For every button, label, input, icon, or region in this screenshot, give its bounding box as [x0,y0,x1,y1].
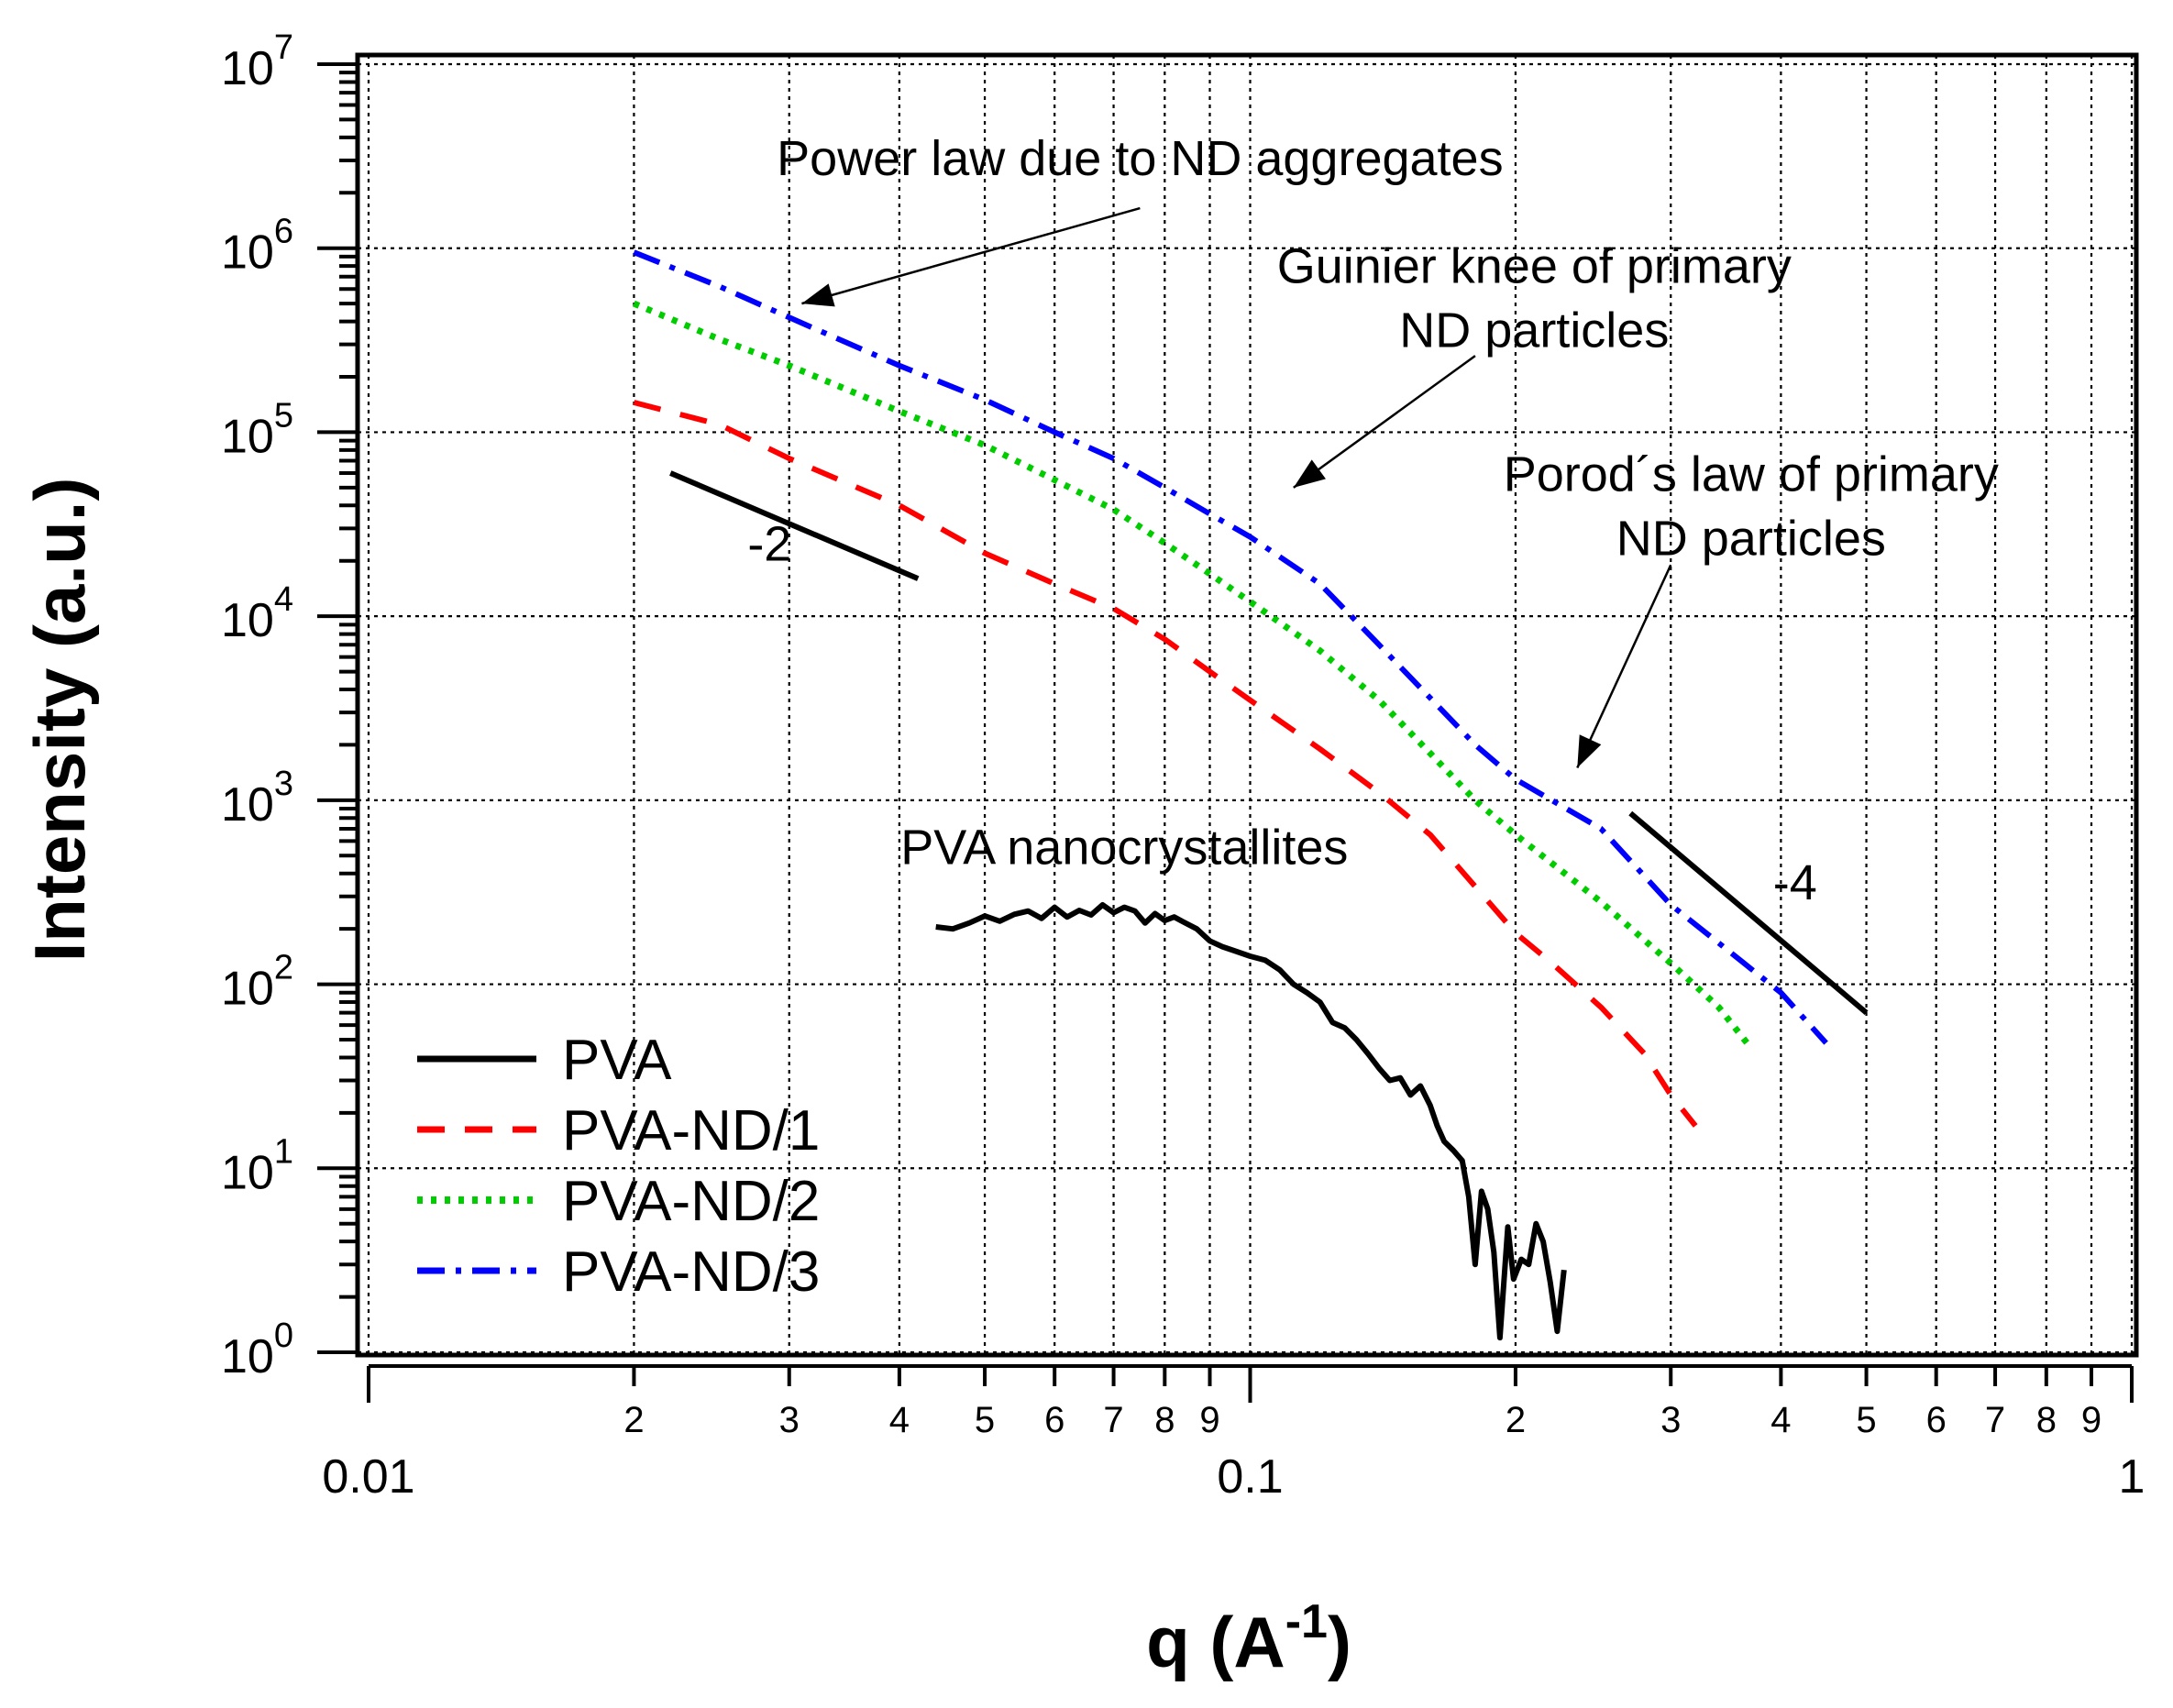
slope-line [669,470,920,581]
y-tick-label: 105 [221,396,293,463]
y-axis: 100 101 102 103 104 105 106 107 [221,28,358,1383]
y-tick-label: 102 [221,949,293,1016]
annotation-arrowhead [801,283,835,307]
x-minor-tick-label: 8 [1154,1400,1175,1440]
reference-slopes: -2 -4 [669,470,1869,1015]
grid [358,55,2136,1355]
x-axis-title: q (A-1) [1146,1595,1351,1682]
slope-label: -4 [1773,855,1817,910]
legend-label: PVA-ND/3 [562,1240,820,1304]
y-tick-label: 106 [221,213,293,280]
x-minor-tick-label: 9 [2081,1400,2101,1440]
y-tick-label: 100 [221,1317,293,1383]
y-tick-label: 101 [221,1132,293,1199]
x-minor-tick-label: 7 [1103,1400,1123,1440]
x-minor-tick-label: 8 [2036,1400,2057,1440]
x-minor-tick-label: 6 [1926,1400,1947,1440]
x-minor-tick-label: 5 [1856,1400,1876,1440]
series-line-pva-nd-2 [633,300,1754,1051]
annotation-text: ND particles [1399,303,1669,358]
annotation-arrow-line [801,206,1141,305]
x-minor-tick-label: 3 [779,1400,800,1440]
x-minor-tick-label: 2 [1506,1400,1526,1440]
annotation-text: Porod´s law of primary [1504,446,1999,501]
x-major-tick-label: 0.1 [1217,1450,1283,1504]
annotation-arrow-line [1576,564,1672,769]
annotation-arrowhead [1577,734,1602,768]
legend-label: PVA [562,1029,672,1092]
annotation-arrow-line [1293,355,1476,489]
x-axis: 0.01 0.1 12 3 4 5 6 7 8 9 2 3 4 5 6 7 8 9 [322,1364,2145,1504]
x-minor-tick-label: 4 [1770,1400,1791,1440]
y-tick-label: 107 [221,28,293,95]
annotation-arrowhead [1293,459,1326,488]
annotations: Power law due to ND aggregates Guinier kn… [777,131,1999,876]
x-major-tick-label: 0.01 [322,1450,414,1504]
series-line-pva-nd-3 [633,249,1828,1045]
y-tick-label: 104 [221,580,293,647]
series-line-pva [935,902,1567,1341]
slope-label: -2 [747,517,791,572]
annotation-text: Power law due to ND aggregates [777,131,1503,186]
slope-line [1628,810,1869,1015]
x-minor-tick-label: 2 [623,1400,644,1440]
x-minor-tick-label: 9 [1199,1400,1219,1440]
x-minor-tick-label: 5 [975,1400,995,1440]
x-minor-tick-label: 6 [1044,1400,1064,1440]
plot-frame [355,52,2139,1358]
series-line-pva-nd-1 [633,400,1698,1128]
series-lines [633,249,1828,1341]
y-axis-title: Intensity (a.u.) [19,478,100,963]
x-minor-tick-label: 4 [889,1400,910,1440]
annotation-text: ND particles [1616,511,1886,566]
x-major-tick-label: 1 [2119,1450,2145,1504]
legend-label: PVA-ND/2 [562,1170,820,1233]
legend: PVA PVA-ND/1 PVA-ND/2 PVA-ND/3 [417,1029,820,1304]
x-minor-tick-label: 7 [1985,1400,2005,1440]
x-minor-tick-label: 3 [1660,1400,1681,1440]
legend-label: PVA-ND/1 [562,1099,820,1163]
annotation-text: Guinier knee of primary [1277,238,1792,293]
y-tick-label: 103 [221,765,293,832]
annotation-text: PVA nanocrystallites [900,820,1348,875]
